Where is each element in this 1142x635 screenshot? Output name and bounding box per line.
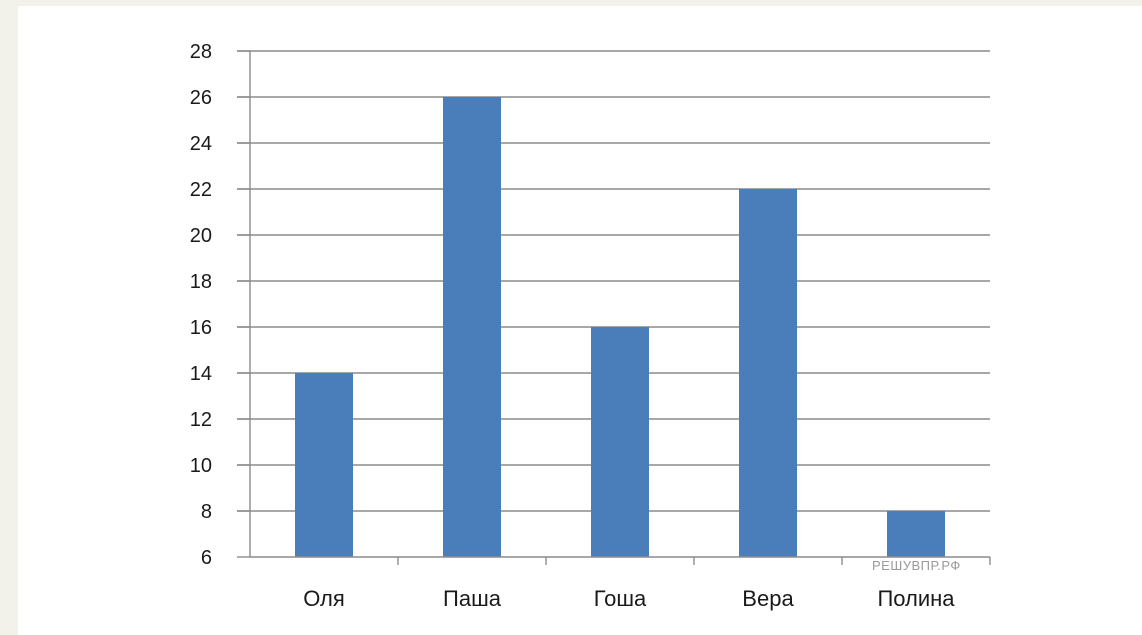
watermark-text: РЕШУВПР.РФ (872, 558, 961, 573)
x-category-labels: Оля Паша Гоша Вера Полина (303, 586, 955, 611)
y-tick-label: 28 (190, 41, 212, 63)
y-tick-label: 16 (190, 317, 212, 339)
y-tick-label: 24 (190, 133, 212, 155)
x-category-label: Оля (303, 586, 345, 611)
y-tick-label: 20 (190, 225, 212, 247)
bar-0 (295, 373, 353, 557)
y-tick-label: 12 (190, 409, 212, 431)
bar-3 (739, 189, 797, 557)
x-category-label: Паша (443, 586, 502, 611)
bars (295, 97, 945, 557)
bar-2 (591, 327, 649, 557)
y-tick-labels: 6 8 10 12 14 16 18 20 22 24 26 28 (190, 41, 212, 569)
chart-panel (18, 6, 1142, 635)
bar-4 (887, 511, 945, 557)
y-tick-label: 18 (190, 271, 212, 293)
y-tick-label: 26 (190, 87, 212, 109)
y-tick-label: 8 (201, 501, 212, 523)
bar-1 (443, 97, 501, 557)
axes (237, 50, 991, 565)
y-tick-label: 6 (201, 547, 212, 569)
x-category-label: Полина (877, 586, 955, 611)
y-tick-label: 22 (190, 179, 212, 201)
x-category-label: Вера (742, 586, 794, 611)
x-category-label: Гоша (594, 586, 647, 611)
y-tick-label: 14 (190, 363, 212, 385)
y-tick-label: 10 (190, 455, 212, 477)
